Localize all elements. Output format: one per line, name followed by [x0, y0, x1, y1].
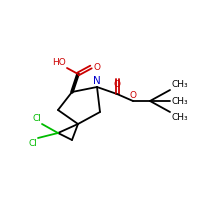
Text: CH₃: CH₃ — [172, 97, 189, 106]
Text: CH₃: CH₃ — [172, 113, 189, 122]
Text: CH₃: CH₃ — [172, 80, 189, 89]
Text: Cl: Cl — [28, 139, 37, 148]
Text: O: O — [93, 62, 100, 72]
Text: O: O — [114, 80, 120, 89]
Text: N: N — [93, 76, 101, 86]
Text: O: O — [130, 91, 136, 100]
Text: Cl: Cl — [32, 114, 41, 123]
Text: HO: HO — [52, 58, 66, 67]
